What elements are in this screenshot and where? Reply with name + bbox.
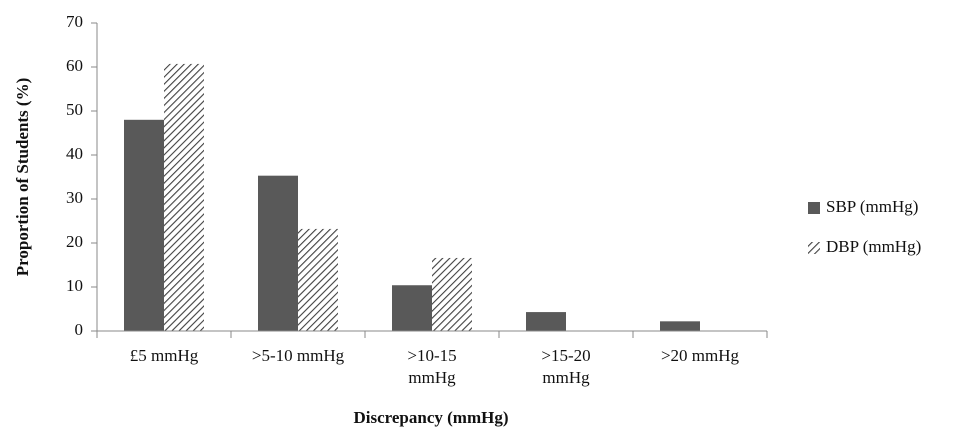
y-axis-title: Proportion of Students (%) [13, 78, 32, 277]
x-tick-label: £5 mmHg [129, 346, 199, 365]
y-tick-label: 20 [66, 232, 83, 251]
legend-swatch [808, 202, 820, 214]
legend-swatch [808, 242, 820, 254]
x-tick-label: >20 mmHg [660, 346, 740, 365]
y-tick-label: 30 [66, 188, 83, 207]
bar [392, 285, 432, 331]
bar [526, 312, 566, 331]
x-tick-label: >5-10 mmHg [251, 346, 345, 365]
legend-label: SBP (mmHg) [826, 197, 918, 216]
x-tick-label: >10-15 mmHg [407, 346, 457, 387]
legend-label: DBP (mmHg) [826, 237, 921, 256]
bar [298, 228, 338, 331]
bar [124, 119, 164, 331]
bar [258, 175, 298, 331]
x-axis-title: Discrepancy (mmHg) [353, 408, 508, 427]
y-tick-label: 50 [66, 100, 83, 119]
bar [164, 63, 204, 332]
y-tick-label: 40 [66, 144, 83, 163]
y-tick-label: 70 [66, 12, 83, 31]
y-tick-label: 10 [66, 276, 83, 295]
y-tick-label: 0 [75, 320, 84, 339]
x-tick-label: >15-20 mmHg [541, 346, 591, 387]
y-tick-label: 60 [66, 56, 83, 75]
bar [660, 321, 700, 331]
bar [432, 257, 472, 331]
